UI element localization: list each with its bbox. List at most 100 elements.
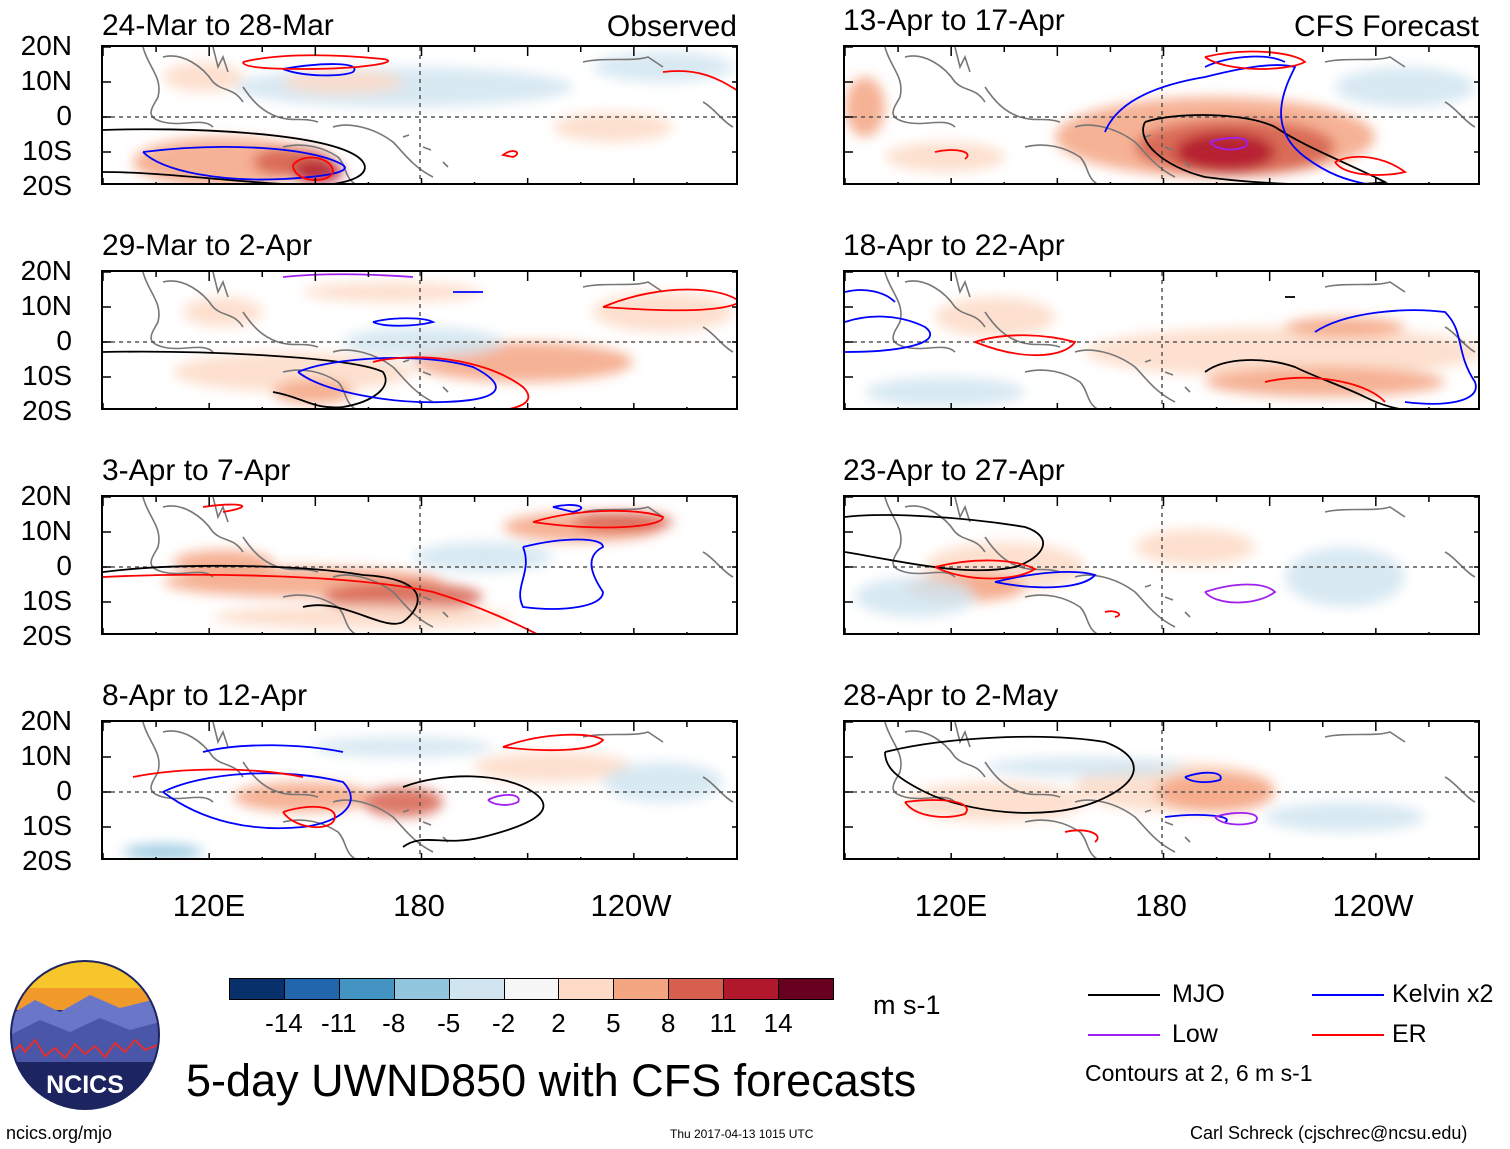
contour-line — [552, 504, 583, 513]
coastline — [1324, 281, 1406, 293]
colorbar-label: -5 — [437, 1008, 461, 1038]
colorbar-swatch — [283, 978, 340, 1000]
contour-line — [202, 503, 244, 513]
wind-anomaly-shading — [273, 380, 353, 404]
colorbar-unit: m s-1 — [873, 990, 941, 1020]
map-panel-l2 — [101, 270, 738, 410]
contour-line — [282, 273, 414, 278]
wind-anomaly-shading — [163, 62, 243, 92]
wind-anomaly-shading — [213, 605, 513, 629]
contour-line — [845, 289, 896, 303]
coastline — [402, 359, 449, 393]
contour-line — [103, 128, 366, 183]
coastline — [142, 497, 214, 578]
coastline — [884, 47, 956, 128]
y-tick-label: 20N — [20, 255, 72, 286]
coastline — [1074, 574, 1176, 628]
map-svg — [103, 272, 736, 408]
map-svg — [103, 47, 736, 183]
wind-anomaly-shading — [283, 70, 403, 94]
x-tick-120w-right: 120W — [1332, 888, 1414, 923]
coastline — [582, 56, 664, 68]
coastline — [212, 47, 229, 73]
shading-layer — [855, 529, 1405, 617]
coastline — [702, 776, 734, 803]
coastline — [332, 574, 434, 628]
coastline — [1144, 584, 1191, 618]
main-title: 5-day UWND850 with CFS forecasts — [186, 1055, 917, 1106]
wind-anomaly-shading — [173, 550, 273, 574]
coastline — [582, 281, 664, 293]
x-tick-180-right: 180 — [1135, 888, 1187, 923]
coastline — [904, 280, 986, 328]
y-tick-label: 10S — [22, 810, 72, 841]
contour-line — [132, 768, 304, 778]
coastline — [162, 505, 244, 553]
contour-line — [994, 571, 1097, 589]
contour-line — [1184, 771, 1222, 784]
colorbar: -14 -11 -8 -5 -2 2 5 8 11 14 — [229, 978, 834, 1038]
ncics-logo: NCICS — [10, 960, 160, 1110]
contour-line — [292, 156, 334, 181]
contour-line — [1064, 829, 1099, 843]
x-tick-180-left: 180 — [393, 888, 445, 923]
map-panel-r3 — [843, 495, 1480, 635]
contour-line — [502, 733, 605, 752]
contour-line — [845, 514, 1044, 572]
y-tick-label: 0 — [56, 775, 72, 806]
legend-kelvin-line — [1312, 994, 1384, 996]
panel-title-r4: 28-Apr to 2-May — [843, 679, 1059, 712]
coastline — [1444, 551, 1476, 578]
y-tick-label: 10S — [22, 135, 72, 166]
coastline — [142, 47, 214, 128]
y-tick-label: 10S — [22, 585, 72, 616]
y-tick-label: 10N — [20, 65, 72, 96]
y-tick-label: 20S — [22, 620, 72, 651]
coastline — [904, 505, 986, 553]
legend-er-line — [1312, 1034, 1384, 1036]
coastline — [1144, 134, 1191, 168]
contour-line — [1214, 812, 1258, 826]
colorbar-label: -14 — [265, 1008, 303, 1038]
y-tick-label: 0 — [56, 550, 72, 581]
contour-line — [402, 775, 545, 848]
map-panel-l4 — [101, 720, 738, 860]
map-svg — [845, 722, 1478, 858]
wind-anomaly-shading — [855, 577, 975, 617]
y-tick-label: 10N — [20, 515, 72, 546]
legend-low-label: Low — [1172, 1020, 1218, 1048]
wind-anomaly-shading — [363, 787, 443, 817]
coastline — [984, 86, 1061, 123]
contour-line — [202, 744, 344, 753]
coastline — [162, 55, 244, 103]
coastline — [1444, 776, 1476, 803]
coastline — [1074, 349, 1176, 403]
observed-label: Observed — [606, 10, 737, 43]
coastline — [332, 124, 434, 178]
coastline — [702, 101, 734, 128]
legend-kelvin-label: Kelvin x2 — [1392, 980, 1494, 1008]
cfs-forecast-label: CFS Forecast — [1293, 10, 1479, 43]
contour-line — [142, 146, 346, 181]
coastline — [1444, 101, 1476, 128]
wind-anomaly-shading — [845, 77, 885, 137]
contour-line — [1209, 136, 1249, 151]
coastline — [212, 272, 229, 298]
coastline — [984, 536, 1061, 573]
coastline — [162, 730, 244, 778]
panel-title-l1: 24-Mar to 28-Mar — [102, 9, 334, 42]
contour-line — [1164, 814, 1228, 823]
contour-line — [500, 150, 518, 158]
shading-layer — [865, 297, 1478, 407]
coastline — [332, 349, 434, 403]
colorbar-label: 8 — [661, 1008, 676, 1038]
contour-line — [103, 573, 537, 633]
contour-line — [1204, 50, 1307, 70]
contour-line — [282, 805, 336, 829]
colorbar-label: -11 — [320, 1008, 357, 1038]
coastline — [162, 280, 244, 328]
contour-line — [934, 559, 1037, 580]
coastline — [954, 497, 971, 523]
wind-anomaly-shading — [183, 297, 263, 327]
contour-line — [242, 54, 390, 70]
